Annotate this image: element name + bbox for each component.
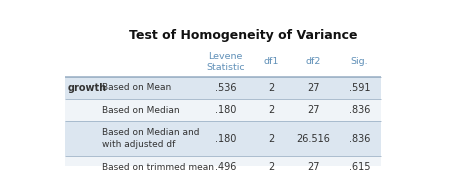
Text: 2: 2	[268, 162, 274, 172]
Text: Based on Mean: Based on Mean	[102, 83, 172, 92]
Text: .180: .180	[215, 134, 236, 144]
Text: 2: 2	[268, 105, 274, 115]
Text: .496: .496	[215, 162, 236, 172]
Text: 2: 2	[268, 83, 274, 93]
Text: 27: 27	[308, 105, 320, 115]
Text: .615: .615	[349, 162, 370, 172]
Bar	[65, 156, 381, 178]
Text: .180: .180	[215, 105, 236, 115]
Text: 27: 27	[308, 83, 320, 93]
Bar	[65, 99, 381, 121]
Text: Based on Median and
with adjusted df: Based on Median and with adjusted df	[102, 129, 200, 149]
Text: Test of Homogeneity of Variance: Test of Homogeneity of Variance	[128, 29, 357, 42]
Text: df1: df1	[264, 57, 279, 66]
Text: Levene
Statistic: Levene Statistic	[206, 52, 245, 72]
Bar	[65, 77, 381, 99]
Text: .836: .836	[349, 105, 370, 115]
Text: Based on Median: Based on Median	[102, 105, 180, 115]
Text: Based on trimmed mean: Based on trimmed mean	[102, 163, 214, 172]
Bar	[65, 45, 381, 77]
Text: 27: 27	[308, 162, 320, 172]
Text: .836: .836	[349, 134, 370, 144]
Text: .536: .536	[215, 83, 236, 93]
Text: .591: .591	[349, 83, 370, 93]
Text: growth: growth	[68, 83, 107, 93]
Text: Sig.: Sig.	[351, 57, 368, 66]
Text: df2: df2	[306, 57, 321, 66]
Text: 26.516: 26.516	[297, 134, 330, 144]
Text: 2: 2	[268, 134, 274, 144]
Bar	[65, 121, 381, 156]
